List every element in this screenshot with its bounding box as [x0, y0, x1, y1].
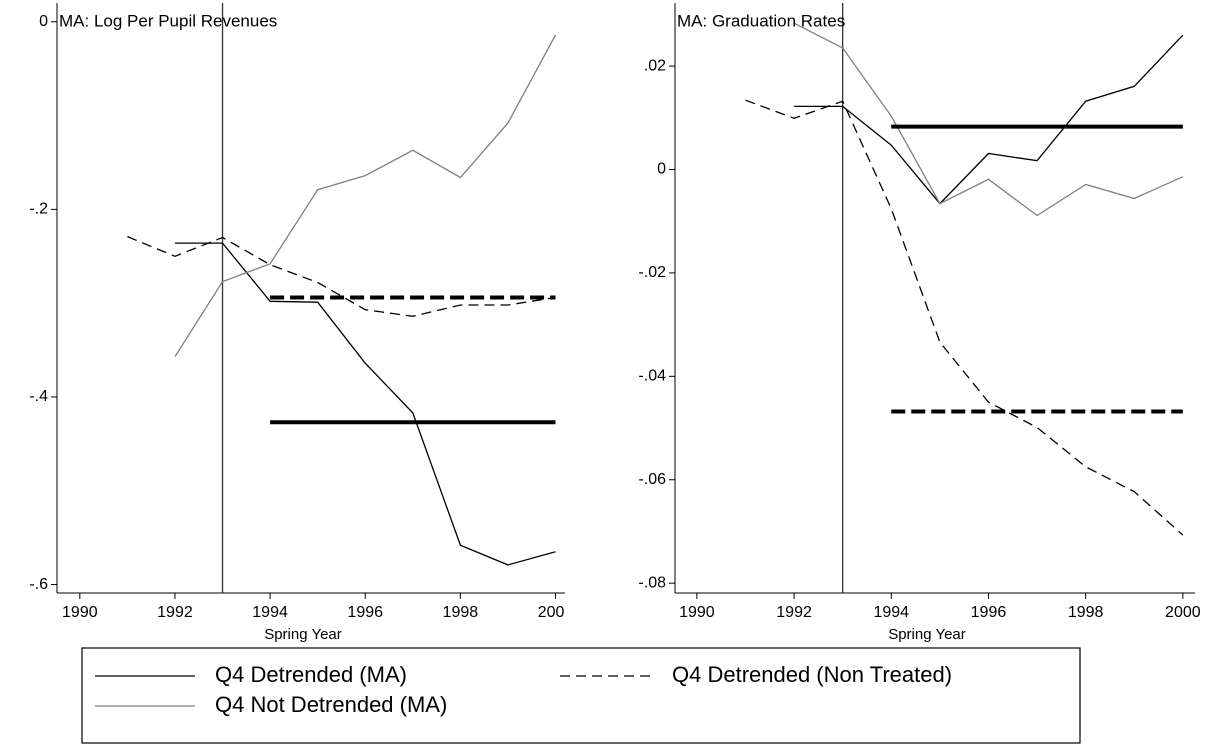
x-tick-label: 1990	[679, 604, 715, 621]
y-tick-label: -.02	[638, 264, 666, 281]
series-line	[794, 34, 1184, 205]
legend-label: Q4 Detrended (Non Treated)	[672, 662, 952, 687]
legend-label: Q4 Not Detrended (MA)	[215, 692, 447, 717]
x-tick-label: 2000	[538, 604, 574, 621]
x-tick-label: 1998	[1068, 604, 1104, 621]
x-tick-label: 1998	[443, 604, 479, 621]
x-tick-label: 1994	[252, 604, 288, 621]
series-line	[174, 34, 557, 357]
x-tick-label: 1996	[971, 604, 1007, 621]
x-tick-label: 1994	[873, 604, 909, 621]
legend-box	[81, 647, 1081, 744]
chart-title: MA: Log Per Pupil Revenues	[59, 11, 277, 30]
left-chart: 0 -.2 -.4 -.6 1990 1992 1994 1996 1998 2000 Spring…	[29, 3, 574, 643]
series-line	[175, 242, 556, 566]
legend: Q4 Detrended (MA) Q4 Detrended (Non Treat…	[81, 647, 1081, 744]
y-tick-label: -.04	[638, 368, 666, 385]
y-tick-label: -.2	[29, 201, 48, 218]
series-line	[745, 99, 1184, 536]
y-tick-label: 0	[39, 13, 48, 30]
series-line	[793, 22, 1184, 217]
right-chart: .02 0 -.02 -.04 -.06 -.08 1990 1992 1994 1996 1998…	[638, 3, 1201, 643]
y-tick-label: 0	[657, 161, 666, 178]
y-tick-label: -.06	[638, 471, 666, 488]
x-axis-label: Spring Year	[888, 626, 966, 643]
series-line	[127, 235, 556, 317]
x-tick-label: 1996	[347, 604, 383, 621]
y-tick-label: -.6	[29, 576, 48, 593]
x-tick-label: 1992	[776, 604, 812, 621]
x-tick-label: 2000	[1165, 604, 1201, 621]
y-tick-label: -.08	[638, 574, 666, 591]
y-tick-label: .02	[644, 57, 666, 74]
y-tick-label: -.4	[29, 388, 48, 405]
legend-label: Q4 Detrended (MA)	[215, 662, 407, 687]
x-tick-label: 1990	[62, 604, 98, 621]
x-tick-label: 1992	[157, 604, 193, 621]
chart-title: MA: Graduation Rates	[677, 11, 845, 30]
x-axis-label: Spring Year	[264, 626, 342, 643]
